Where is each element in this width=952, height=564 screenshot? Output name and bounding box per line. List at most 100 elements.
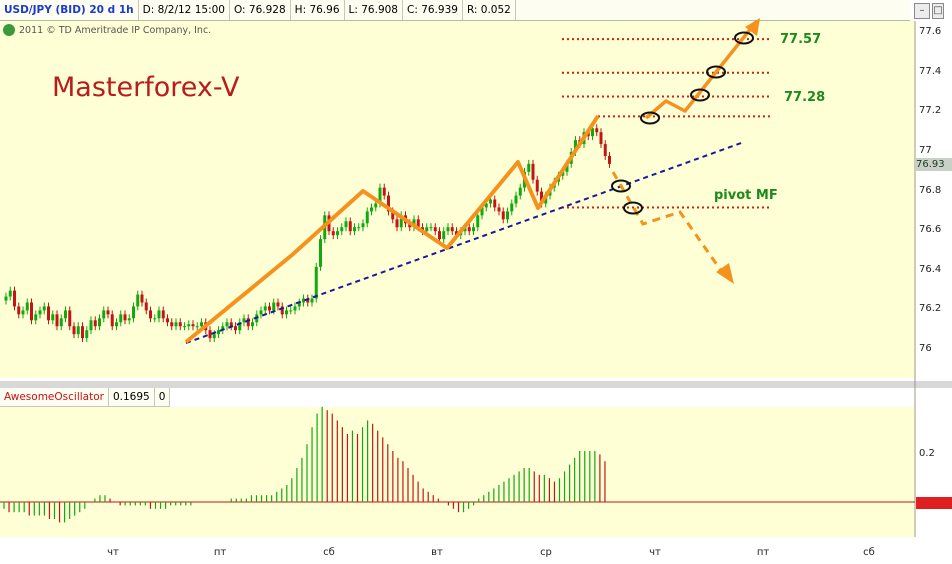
candle-body <box>344 221 348 228</box>
candle-body <box>153 318 157 320</box>
candle-body <box>370 207 373 212</box>
candle-body <box>480 207 484 216</box>
candle-body <box>357 227 361 229</box>
target-circle <box>706 65 726 79</box>
candle-body <box>64 310 67 319</box>
candle-body <box>276 302 280 307</box>
header-bar: USD/JPY (BID) 20 d 1h D: 8/2/12 15:00 O:… <box>0 0 910 21</box>
time-tick-label: чт <box>107 547 119 558</box>
time-tick-label: вт <box>431 547 443 558</box>
symbol-label[interactable]: USD/JPY (BID) 20 d 1h <box>0 0 139 20</box>
candle-body <box>229 322 233 327</box>
time-tick-label: сб <box>863 547 875 558</box>
candle-body <box>149 310 152 319</box>
candle-body <box>540 191 543 204</box>
candle-body <box>263 306 267 311</box>
oscillator-name[interactable]: AwesomeOscillator <box>0 388 109 406</box>
candle-body <box>353 227 356 232</box>
candle-body <box>535 179 539 192</box>
close-label: C: 76.939 <box>403 0 463 20</box>
candle-body <box>489 199 492 204</box>
candle-body <box>518 187 522 196</box>
candle-body <box>272 302 276 311</box>
candle-body <box>25 302 29 311</box>
candle-body <box>242 318 246 323</box>
panel-divider[interactable] <box>0 381 952 388</box>
candle-body <box>442 231 446 240</box>
price-tick-label: 77.2 <box>919 105 942 117</box>
candle-body <box>217 330 220 335</box>
oscillator-bars <box>0 406 915 523</box>
candle-body <box>115 322 118 327</box>
candle-body <box>595 128 599 133</box>
candle-body <box>374 203 378 208</box>
price-tick-label: 76.2 <box>919 303 942 315</box>
candle-body <box>102 310 106 319</box>
price-tick-label: 76.6 <box>919 224 942 236</box>
candle-body <box>38 310 42 315</box>
price-axis-bg <box>915 21 952 378</box>
candle-body <box>166 318 169 323</box>
candle-body <box>191 324 195 327</box>
level-label-upper: 77.57 <box>780 32 822 47</box>
candle-body <box>591 128 594 137</box>
candle-body <box>140 294 144 303</box>
candle-body <box>34 314 38 321</box>
oscillator-zero: 0 <box>155 388 171 406</box>
candle-body <box>599 132 603 145</box>
target-circle <box>734 31 754 45</box>
candle-body <box>574 140 577 152</box>
candle-body <box>144 302 148 311</box>
candle-body <box>306 298 310 303</box>
candle-body <box>395 219 399 228</box>
target-circle <box>623 201 643 215</box>
candle-body <box>13 290 16 307</box>
target-circle <box>690 88 710 102</box>
candle-body <box>510 203 514 212</box>
candle-body <box>21 310 25 315</box>
time-tick-label: сб <box>323 547 335 558</box>
candle-body <box>200 322 203 327</box>
candle-body <box>76 326 80 335</box>
resistance-levels <box>562 38 770 209</box>
time-tick-label: ср <box>540 547 552 558</box>
candle-body <box>608 155 611 164</box>
candle-body <box>225 322 229 327</box>
candle-body <box>4 296 8 301</box>
candle-body <box>484 203 488 208</box>
candle-body <box>212 334 216 339</box>
candle-body <box>85 330 89 339</box>
date-label: D: 8/2/12 15:00 <box>139 0 230 20</box>
candle-body <box>319 239 322 267</box>
candle-body <box>55 314 59 327</box>
candle-body <box>472 227 475 232</box>
candle-body <box>246 318 250 327</box>
open-label: O: 76.928 <box>230 0 291 20</box>
candle-body <box>603 144 607 156</box>
low-label: L: 76.908 <box>345 0 403 20</box>
candle-body <box>170 322 174 327</box>
candle-body <box>476 215 480 228</box>
candle-body <box>399 215 403 228</box>
tda-logo-icon <box>3 24 15 36</box>
candle-body <box>110 314 114 327</box>
candle-body <box>387 195 390 212</box>
minimize-icon[interactable]: – <box>914 3 930 19</box>
oscillator-panel-bg <box>0 407 915 537</box>
candle-body <box>208 330 212 339</box>
candle-body <box>89 320 93 331</box>
candle-body <box>238 322 242 331</box>
candle-body <box>455 231 458 236</box>
candle-body <box>221 326 225 331</box>
maximize-icon[interactable]: □ <box>932 3 944 19</box>
oscillator-value: 0.1695 <box>109 388 155 406</box>
candle-body <box>119 314 123 323</box>
candle-body <box>68 310 72 327</box>
candle-body <box>123 314 127 321</box>
candle-body <box>429 227 433 229</box>
analysis-drawings <box>184 18 760 344</box>
candle-body <box>497 207 501 212</box>
candle-body <box>81 326 84 339</box>
